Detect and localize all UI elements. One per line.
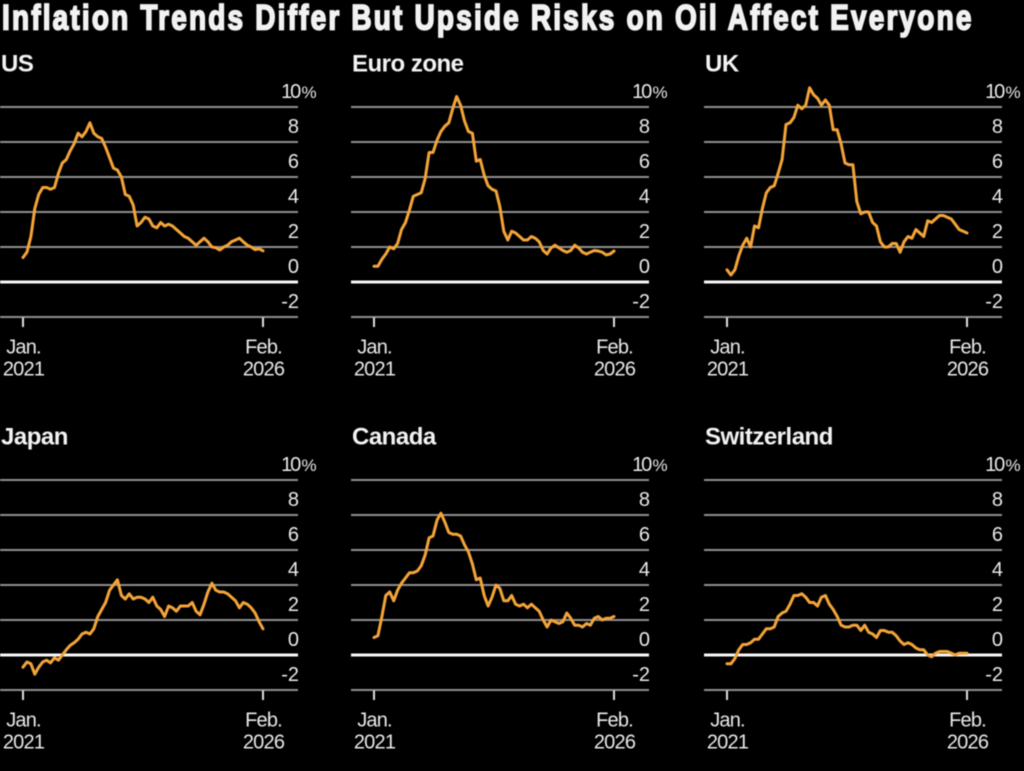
svg-text:2: 2	[992, 594, 1003, 616]
svg-text:2021: 2021	[3, 732, 45, 754]
svg-text:2021: 2021	[354, 359, 396, 381]
svg-text:4: 4	[639, 559, 650, 581]
svg-text:-2: -2	[281, 291, 299, 313]
svg-text:2: 2	[288, 594, 299, 616]
svg-text:2026: 2026	[947, 359, 989, 381]
svg-text:%: %	[653, 456, 668, 475]
svg-text:4: 4	[992, 559, 1003, 581]
svg-text:0: 0	[288, 256, 299, 278]
svg-text:4: 4	[288, 186, 299, 208]
svg-text:0: 0	[992, 256, 1003, 278]
svg-text:Inflation Trends Differ But Up: Inflation Trends Differ But Upside Risks…	[2, 0, 974, 37]
svg-text:2026: 2026	[947, 732, 989, 754]
svg-text:Euro zone: Euro zone	[352, 51, 464, 78]
svg-text:Jan.: Jan.	[6, 337, 41, 359]
svg-text:Feb.: Feb.	[596, 337, 633, 359]
svg-text:Feb.: Feb.	[596, 710, 633, 732]
svg-text:10: 10	[281, 454, 301, 476]
svg-text:4: 4	[639, 186, 650, 208]
svg-text:%: %	[653, 83, 668, 102]
svg-text:10: 10	[632, 81, 652, 103]
svg-text:10: 10	[632, 454, 652, 476]
svg-text:0: 0	[288, 629, 299, 651]
svg-text:%: %	[1006, 456, 1021, 475]
svg-text:10: 10	[985, 81, 1005, 103]
svg-text:-2: -2	[985, 291, 1003, 313]
svg-text:Feb.: Feb.	[245, 710, 282, 732]
svg-text:2: 2	[639, 221, 650, 243]
svg-text:8: 8	[992, 489, 1003, 511]
svg-text:Jan.: Jan.	[710, 710, 745, 732]
svg-text:4: 4	[288, 559, 299, 581]
svg-text:Japan: Japan	[1, 424, 68, 451]
svg-text:0: 0	[639, 256, 650, 278]
svg-text:6: 6	[639, 151, 650, 173]
svg-text:2021: 2021	[3, 359, 45, 381]
svg-text:10: 10	[985, 454, 1005, 476]
svg-text:8: 8	[992, 116, 1003, 138]
svg-text:Canada: Canada	[352, 424, 437, 451]
svg-text:6: 6	[639, 524, 650, 546]
svg-text:%: %	[302, 456, 317, 475]
svg-text:6: 6	[288, 524, 299, 546]
svg-text:Jan.: Jan.	[710, 337, 745, 359]
svg-text:Jan.: Jan.	[357, 337, 392, 359]
svg-text:2: 2	[639, 594, 650, 616]
svg-text:-2: -2	[281, 664, 299, 686]
svg-text:%: %	[1006, 83, 1021, 102]
svg-text:8: 8	[288, 116, 299, 138]
svg-text:4: 4	[992, 186, 1003, 208]
svg-text:2026: 2026	[594, 359, 636, 381]
svg-text:2021: 2021	[707, 732, 749, 754]
svg-text:2026: 2026	[243, 359, 285, 381]
svg-text:0: 0	[992, 629, 1003, 651]
svg-text:-2: -2	[632, 291, 650, 313]
svg-text:-2: -2	[632, 664, 650, 686]
svg-text:Jan.: Jan.	[357, 710, 392, 732]
svg-text:6: 6	[288, 151, 299, 173]
svg-text:UK: UK	[705, 51, 740, 78]
svg-text:10: 10	[281, 81, 301, 103]
svg-text:Switzerland: Switzerland	[705, 424, 833, 451]
svg-text:6: 6	[992, 524, 1003, 546]
svg-text:US: US	[1, 51, 34, 78]
svg-text:Feb.: Feb.	[949, 337, 986, 359]
svg-text:6: 6	[992, 151, 1003, 173]
svg-text:2026: 2026	[243, 732, 285, 754]
svg-text:0: 0	[639, 629, 650, 651]
svg-text:2021: 2021	[354, 732, 396, 754]
svg-text:8: 8	[639, 116, 650, 138]
svg-text:Feb.: Feb.	[949, 710, 986, 732]
svg-text:2026: 2026	[594, 732, 636, 754]
svg-text:2: 2	[288, 221, 299, 243]
svg-text:2: 2	[992, 221, 1003, 243]
svg-text:8: 8	[288, 489, 299, 511]
svg-text:Feb.: Feb.	[245, 337, 282, 359]
svg-text:-2: -2	[985, 664, 1003, 686]
svg-text:8: 8	[639, 489, 650, 511]
svg-text:2021: 2021	[707, 359, 749, 381]
svg-text:%: %	[302, 83, 317, 102]
svg-text:Jan.: Jan.	[6, 710, 41, 732]
